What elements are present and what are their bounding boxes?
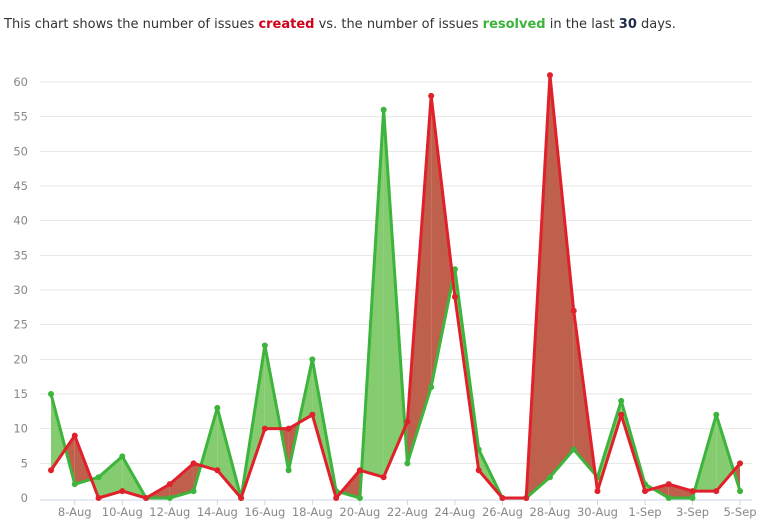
created-point (618, 411, 625, 418)
y-tick-label: 25 (13, 318, 28, 332)
desc-text: This chart shows the number of issues (4, 17, 259, 32)
created-point (95, 495, 102, 501)
x-tick-label: 18-Aug (292, 505, 333, 519)
resolved-label: resolved (482, 17, 546, 32)
created-point (48, 467, 54, 474)
resolved-point (618, 397, 625, 404)
x-tick-label: 26-Aug (482, 505, 523, 519)
resolved-point (451, 266, 458, 273)
resolved-point (214, 404, 221, 411)
resolved-point (71, 481, 78, 488)
created-point (190, 460, 197, 467)
resolved-point (713, 411, 720, 418)
x-tick-label: 16-Aug (244, 505, 285, 519)
x-tick-label: 1-Sep (628, 505, 661, 519)
x-tick-label: 14-Aug (197, 505, 238, 519)
created-point (261, 425, 268, 432)
difference-fill (431, 95, 453, 388)
desc-text: in the last (545, 17, 619, 32)
created-point (523, 495, 530, 501)
resolved-point (309, 356, 316, 363)
resolved-point (546, 474, 553, 481)
x-tick-label: 20-Aug (339, 505, 380, 519)
resolved-point (665, 495, 672, 501)
created-point (451, 293, 458, 300)
x-tick-label: 8-Aug (58, 505, 92, 519)
x-tick-label: 30-Aug (577, 505, 618, 519)
resolved-line (49, 108, 742, 500)
y-tick-label: 55 (13, 110, 28, 124)
resolved-point (48, 391, 54, 397)
y-tick-label: 35 (13, 248, 28, 262)
x-tick-label: 28-Aug (529, 505, 570, 519)
days-count: 30 (618, 17, 637, 32)
difference-fill (716, 414, 734, 492)
created-point (428, 92, 435, 99)
created-point (71, 432, 78, 439)
created-point (333, 495, 340, 501)
x-tick-label: 3-Sep (676, 505, 709, 519)
created-point (499, 495, 506, 501)
created-point (570, 307, 577, 314)
difference-fill (98, 456, 123, 498)
created-point (713, 488, 720, 495)
resolved-point (261, 342, 268, 349)
y-tick-label: 15 (13, 387, 28, 401)
created-point (594, 488, 601, 495)
y-tick-label: 40 (13, 214, 28, 228)
x-tick-label: 12-Aug (149, 505, 190, 519)
y-tick-label: 5 (21, 456, 28, 470)
x-tick-label: 24-Aug (434, 505, 475, 519)
y-tick-label: 45 (13, 179, 28, 193)
resolved-point (689, 495, 696, 501)
y-tick-label: 30 (13, 283, 28, 297)
resolved-point (428, 384, 435, 391)
created-point (119, 488, 126, 495)
created-point (475, 467, 482, 474)
difference-fill (169, 463, 194, 498)
created-point (737, 460, 744, 467)
x-tick-label: 10-Aug (102, 505, 143, 519)
resolved-point (166, 495, 173, 501)
y-tick-label: 20 (13, 352, 28, 366)
resolved-point (570, 446, 577, 453)
created-label: created (258, 17, 315, 32)
y-tick-label: 0 (21, 491, 28, 505)
created-line (49, 73, 742, 500)
created-point (166, 481, 173, 488)
created-point (285, 425, 292, 432)
created-point (309, 411, 316, 418)
created-point (689, 488, 696, 495)
resolved-point (190, 488, 197, 495)
desc-text: days. (636, 17, 676, 32)
created-point (356, 467, 363, 474)
created-point (665, 481, 672, 488)
resolved-point (356, 495, 363, 501)
resolved-point (119, 453, 126, 460)
x-tick-label: 5-Sep (723, 505, 756, 519)
x-tick-label: 22-Aug (387, 505, 428, 519)
created-point (546, 72, 553, 79)
y-tick-label: 60 (13, 75, 28, 89)
created-point (404, 418, 411, 425)
created-point (380, 474, 387, 481)
desc-text: vs. the number of issues (314, 17, 483, 32)
resolved-point (404, 460, 411, 467)
difference-fill (549, 75, 574, 478)
y-tick-label: 10 (13, 422, 28, 436)
y-tick-label: 50 (13, 144, 28, 158)
created-point (642, 488, 648, 495)
resolved-point (95, 474, 102, 481)
chart-description: This chart shows the number of issues cr… (4, 17, 676, 32)
difference-fill (668, 484, 693, 498)
created-point (238, 495, 245, 501)
created-point (214, 467, 221, 474)
resolved-point (285, 467, 292, 474)
resolved-point (380, 106, 387, 113)
created-point (143, 495, 150, 501)
resolved-point (737, 488, 744, 495)
